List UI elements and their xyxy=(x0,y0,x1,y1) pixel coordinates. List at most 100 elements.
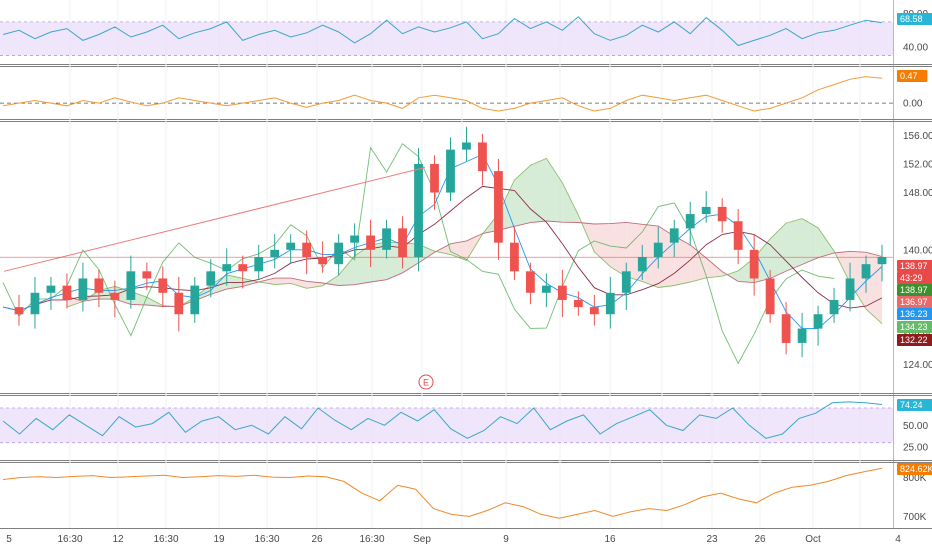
cloud-segment xyxy=(258,278,275,285)
candle-body xyxy=(717,206,727,222)
axis-tick-label: 50.00 xyxy=(903,421,928,432)
candle-body xyxy=(366,235,375,250)
rsi-top-line xyxy=(2,16,883,47)
axis-tick-label: 25.00 xyxy=(903,443,928,454)
time-axis-label: 19 xyxy=(213,534,225,545)
value-badge: 68.58 xyxy=(897,13,932,25)
svg-text:132.22: 132.22 xyxy=(900,335,928,345)
candle-body xyxy=(557,285,567,300)
svg-text:68.58: 68.58 xyxy=(900,14,923,24)
time-axis-label: 9 xyxy=(503,534,509,545)
candle-body xyxy=(797,328,807,343)
svg-text:43:29: 43:29 xyxy=(900,273,923,283)
time-axis-label: 5 xyxy=(6,534,12,545)
oscillator-panel xyxy=(0,76,893,112)
rsi-bottom-band xyxy=(0,408,893,443)
trendline[interactable] xyxy=(3,167,426,272)
candle-body xyxy=(94,278,104,293)
earnings-marker[interactable]: E xyxy=(418,374,434,390)
axis-tick-label: 0.00 xyxy=(903,99,923,110)
cloud-segment xyxy=(338,256,355,286)
value-badges: 68.58 0.47 138.97 43:29 138.97 136.97 136.23 13… xyxy=(897,13,932,475)
candle-body xyxy=(462,142,471,150)
value-badge: 134.23 xyxy=(897,321,932,333)
cloud-segment xyxy=(530,158,547,223)
cloud-segment xyxy=(594,223,611,267)
time-axis-label: 12 xyxy=(112,534,124,545)
candle-body xyxy=(589,307,599,315)
cloud-segment xyxy=(610,222,627,277)
cloud-segment xyxy=(690,244,707,282)
value-badge: 43:29 xyxy=(897,272,932,284)
earnings-circle xyxy=(418,374,434,390)
candle-body xyxy=(653,242,663,257)
candle-body xyxy=(110,292,120,300)
cloud-segment xyxy=(514,165,531,227)
svg-text:136.97: 136.97 xyxy=(900,297,928,307)
svg-text:138.97: 138.97 xyxy=(900,261,928,271)
candle-body xyxy=(861,264,871,279)
candle-body xyxy=(494,171,503,243)
candle-body xyxy=(541,285,551,293)
cloud-segment xyxy=(802,218,819,265)
time-axis-label: Sep xyxy=(413,534,431,545)
candlestick-series xyxy=(14,126,887,358)
rsi-top-band xyxy=(0,21,893,56)
candle-body xyxy=(174,292,184,315)
candle-body xyxy=(158,278,168,293)
candle-body xyxy=(605,292,615,315)
earnings-label: E xyxy=(423,378,429,388)
axis-tick-label: 152.00 xyxy=(903,159,932,170)
candle-body xyxy=(478,142,487,172)
candle-body xyxy=(749,249,759,279)
ichimoku-span-b xyxy=(66,220,883,307)
axis-tick-label: 140.00 xyxy=(903,245,932,256)
candle-body xyxy=(430,163,439,193)
candle-body xyxy=(637,257,647,272)
time-axis-label: 16 xyxy=(604,534,616,545)
time-axis-label: 4 xyxy=(895,534,901,545)
axis-tick-label: 124.00 xyxy=(903,360,932,371)
time-axis-label: 16:30 xyxy=(254,534,279,545)
candle-body xyxy=(78,278,88,300)
volume-line xyxy=(2,467,883,519)
candle-body xyxy=(621,271,631,293)
candle-body xyxy=(238,264,248,272)
grid xyxy=(69,0,861,528)
candle-body xyxy=(30,292,40,315)
cloud-segment xyxy=(242,278,259,287)
axis-tick-label: 156.00 xyxy=(903,131,932,142)
cloud-segment xyxy=(306,281,323,289)
cloud-segment xyxy=(562,182,579,223)
candle-body xyxy=(813,314,823,329)
candle-body xyxy=(62,285,72,300)
time-axis-label: 26 xyxy=(754,534,766,545)
candle-body xyxy=(14,307,24,315)
candle-body xyxy=(829,299,839,315)
cloud-segment xyxy=(546,158,563,223)
value-badge: 824.62K xyxy=(897,463,932,475)
candle-body xyxy=(685,214,695,229)
value-badge: 0.47 xyxy=(897,70,928,82)
cloud-segment xyxy=(354,244,371,285)
candle-body xyxy=(142,271,152,279)
price-panel: E xyxy=(0,126,893,390)
time-axis[interactable]: 5 16:30 12 16:30 19 16:30 26 16:30 Sep 9 16 23 26 Oct… xyxy=(6,534,901,545)
candle-body xyxy=(765,278,775,315)
candle-body xyxy=(526,271,535,293)
rsi-bottom-line xyxy=(2,401,883,439)
candle-body xyxy=(446,149,455,193)
candle-body xyxy=(669,228,679,243)
axis-tick-label: 800K xyxy=(903,473,927,484)
candle-body xyxy=(270,249,280,257)
svg-text:136.23: 136.23 xyxy=(900,309,928,319)
time-axis-label: 26 xyxy=(311,534,323,545)
axis-tick-label: 148.00 xyxy=(903,188,932,199)
cloud-segment xyxy=(786,218,803,272)
candle-body xyxy=(302,242,312,257)
candle-body xyxy=(573,299,583,308)
svg-text:0.47: 0.47 xyxy=(900,71,918,81)
cloud-segment xyxy=(274,278,291,285)
time-axis-label: 16:30 xyxy=(153,534,178,545)
